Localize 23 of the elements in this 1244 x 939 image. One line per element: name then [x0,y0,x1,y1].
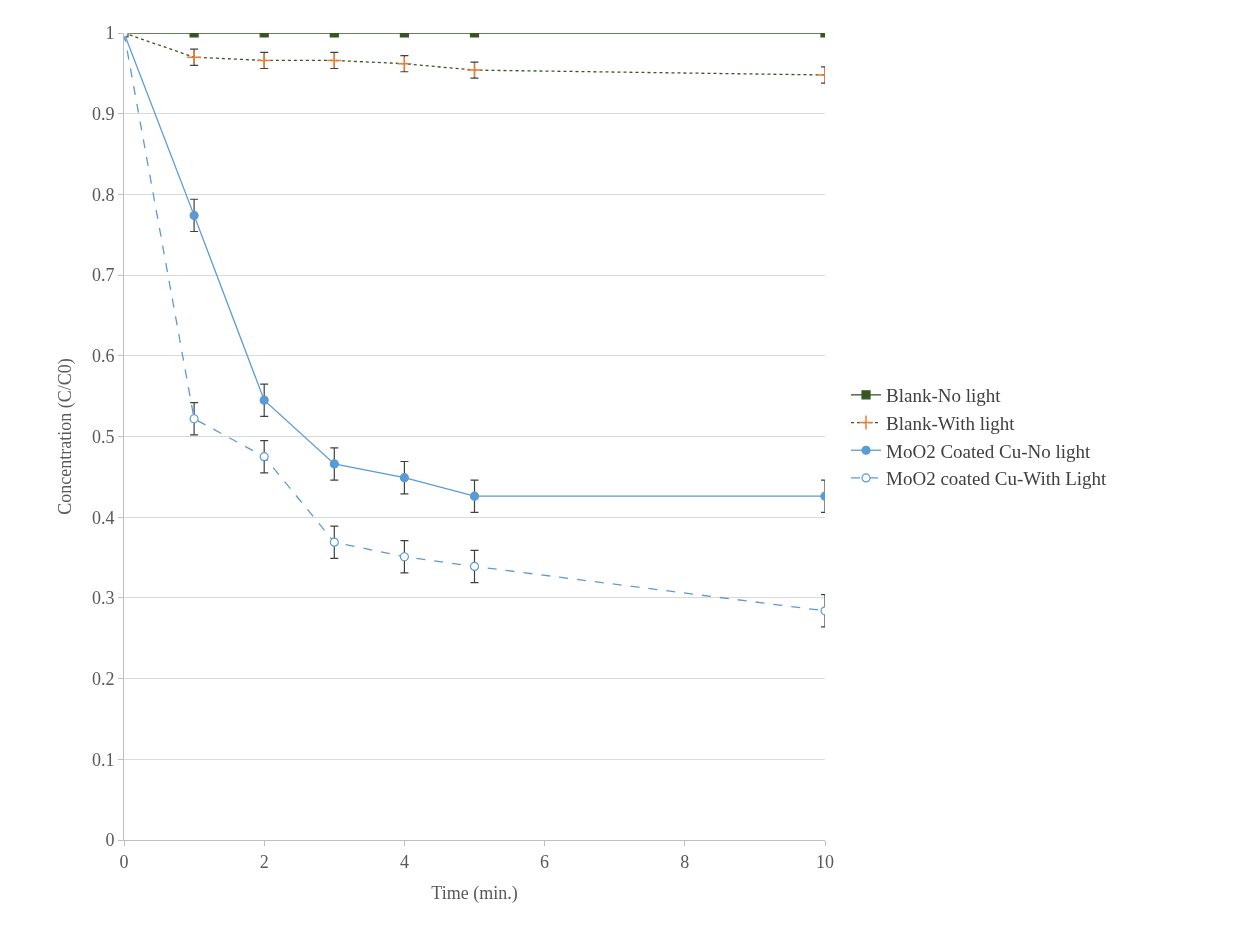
x-tick-label: 4 [399,851,409,872]
y-tick-label: 1 [105,23,115,44]
y-tick-label: 0.9 [91,104,115,124]
y-tick-label: 0.2 [91,668,115,689]
y-tick-label: 0 [105,830,115,851]
x-tick-label: 6 [540,851,550,872]
x-axis-title: Time (min.) [431,882,518,904]
y-tick-label: 0.3 [91,588,115,609]
legend-label: Blank-With light [886,412,1016,434]
y-tick-label: 0.8 [91,184,115,205]
y-tick-label: 0.6 [91,346,115,367]
y-tick-label: 0.7 [91,265,115,286]
legend-label: Blank-No light [886,385,1002,407]
y-tick-label: 0.4 [91,507,115,528]
legend-label: MoO2 coated Cu-With Light [886,468,1108,490]
x-tick-label: 2 [259,851,269,872]
x-tick-label: 10 [816,851,834,872]
y-tick-label: 0.5 [91,426,115,447]
x-tick-label: 8 [680,851,690,872]
y-tick-label: 0.1 [91,749,115,770]
y-axis-title: Concentration (C/C0) [55,358,77,515]
x-tick-label: 0 [119,851,129,872]
legend-label: MoO2 Coated Cu-No light [886,440,1091,462]
